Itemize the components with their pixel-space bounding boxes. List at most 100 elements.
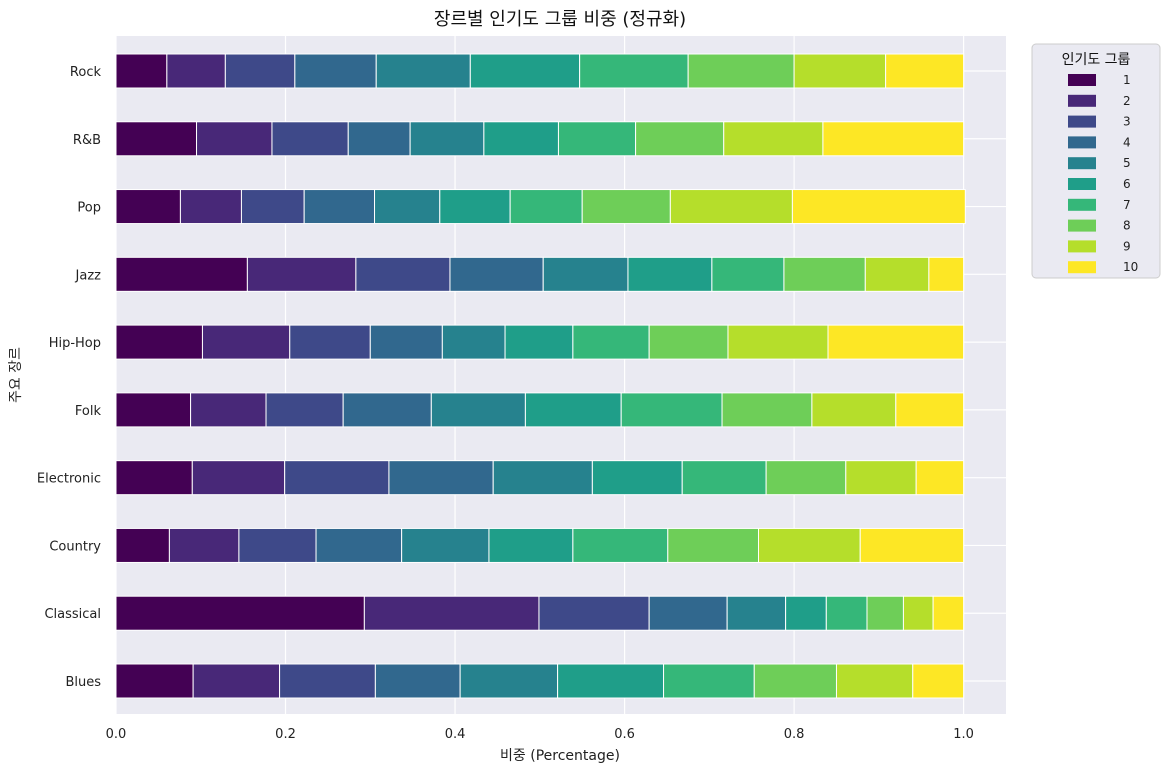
bar-segment xyxy=(895,392,965,428)
bar-segment xyxy=(355,256,451,292)
bar-segment xyxy=(648,595,728,631)
legend-swatch xyxy=(1068,115,1096,128)
y-tick-label: Pop xyxy=(77,201,101,216)
bar-segment xyxy=(753,663,837,699)
bar-segment xyxy=(179,189,242,225)
bar-segment xyxy=(315,527,403,563)
y-tick-label: R&B xyxy=(73,133,101,148)
bar-segment xyxy=(835,663,914,699)
bar-segment xyxy=(115,256,248,292)
bar-segment xyxy=(459,663,559,699)
bar-segment xyxy=(669,189,793,225)
x-tick-label: 0.2 xyxy=(275,727,296,742)
bar-segment xyxy=(375,53,471,89)
bar-segment xyxy=(201,324,291,360)
legend-swatch xyxy=(1068,94,1096,107)
bar-segment xyxy=(166,53,226,89)
bar-segments xyxy=(115,53,966,699)
bar-segment xyxy=(289,324,371,360)
bar-segment xyxy=(115,53,168,89)
x-tick-label: 0.0 xyxy=(106,727,127,742)
bar-segment xyxy=(667,527,759,563)
bar-segment xyxy=(115,595,365,631)
legend-swatch xyxy=(1068,178,1096,190)
bar-segment xyxy=(538,595,650,631)
bar-segment xyxy=(524,392,622,428)
bar-segment xyxy=(783,256,866,292)
legend-swatch xyxy=(1068,157,1096,170)
bar-segment xyxy=(572,324,650,360)
bar-segment xyxy=(912,663,965,699)
bar-segment xyxy=(822,121,965,157)
y-tick-label: Country xyxy=(49,539,101,554)
bar-segment xyxy=(374,189,441,225)
bar-segment xyxy=(224,53,296,89)
legend-title: 인기도 그룹 xyxy=(1062,52,1131,68)
y-tick-label: Electronic xyxy=(37,472,101,487)
chart-title: 장르별 인기도 그룹 비중 (정규화) xyxy=(434,9,686,30)
bar-segment xyxy=(627,256,713,292)
bar-segment xyxy=(363,595,540,631)
y-tick-label: Jazz xyxy=(75,268,102,283)
bar-segment xyxy=(115,189,181,225)
bar-segment xyxy=(811,392,897,428)
bar-segment xyxy=(785,595,827,631)
bar-segment xyxy=(504,324,574,360)
bar-segment xyxy=(687,53,795,89)
x-tick-label: 0.4 xyxy=(445,727,466,742)
bar-segment xyxy=(902,595,934,631)
bar-segment xyxy=(915,460,965,496)
bar-segment xyxy=(581,189,671,225)
bar-segment xyxy=(859,527,965,563)
bar-segment xyxy=(723,121,824,157)
bar-segment xyxy=(488,527,574,563)
y-tick-label: Blues xyxy=(65,675,101,690)
bar-segment xyxy=(303,189,376,225)
bar-segment xyxy=(469,53,581,89)
legend-swatch xyxy=(1068,198,1096,211)
x-axis-label: 비중 (Percentage) xyxy=(500,748,620,764)
legend-label: 7 xyxy=(1123,198,1131,212)
bar-segment xyxy=(620,392,723,428)
legend-swatch xyxy=(1068,261,1096,274)
bar-segment xyxy=(866,595,904,631)
bar-segment xyxy=(928,256,965,292)
legend-label: 8 xyxy=(1123,219,1131,233)
bar-segment xyxy=(681,460,767,496)
legend-label: 9 xyxy=(1123,239,1131,253)
bar-segment xyxy=(409,121,485,157)
bar-segment xyxy=(279,663,376,699)
legend-items: 1 2 3 4 5 6 7 8 9 10 xyxy=(1068,73,1138,274)
legend-swatch xyxy=(1068,74,1096,86)
legend-swatch xyxy=(1068,136,1096,149)
bar-segment xyxy=(885,53,965,89)
bar-segment xyxy=(240,189,305,225)
bar-segment xyxy=(765,460,847,496)
x-tick-label: 0.6 xyxy=(614,727,635,742)
bar-segment xyxy=(542,256,629,292)
bar-segment xyxy=(721,392,813,428)
x-tick-label: 0.8 xyxy=(784,727,805,742)
bar-segment xyxy=(864,256,930,292)
bar-segment xyxy=(430,392,526,428)
legend-label: 6 xyxy=(1123,177,1131,191)
bar-segment xyxy=(449,256,544,292)
bar-segment xyxy=(115,527,170,563)
bar-segment xyxy=(648,324,729,360)
bar-segment xyxy=(591,460,683,496)
bar-segment xyxy=(791,189,966,225)
bar-segment xyxy=(196,121,273,157)
bar-segment xyxy=(115,663,194,699)
bar-segment xyxy=(711,256,785,292)
legend-swatch xyxy=(1068,240,1096,253)
bar-segment xyxy=(726,595,787,631)
bar-segment xyxy=(825,595,868,631)
bar-segment xyxy=(827,324,965,360)
bar-segment xyxy=(192,663,281,699)
bar-segment xyxy=(238,527,317,563)
bar-segment xyxy=(757,527,861,563)
bar-segment xyxy=(284,460,390,496)
legend-swatch xyxy=(1068,219,1096,232)
